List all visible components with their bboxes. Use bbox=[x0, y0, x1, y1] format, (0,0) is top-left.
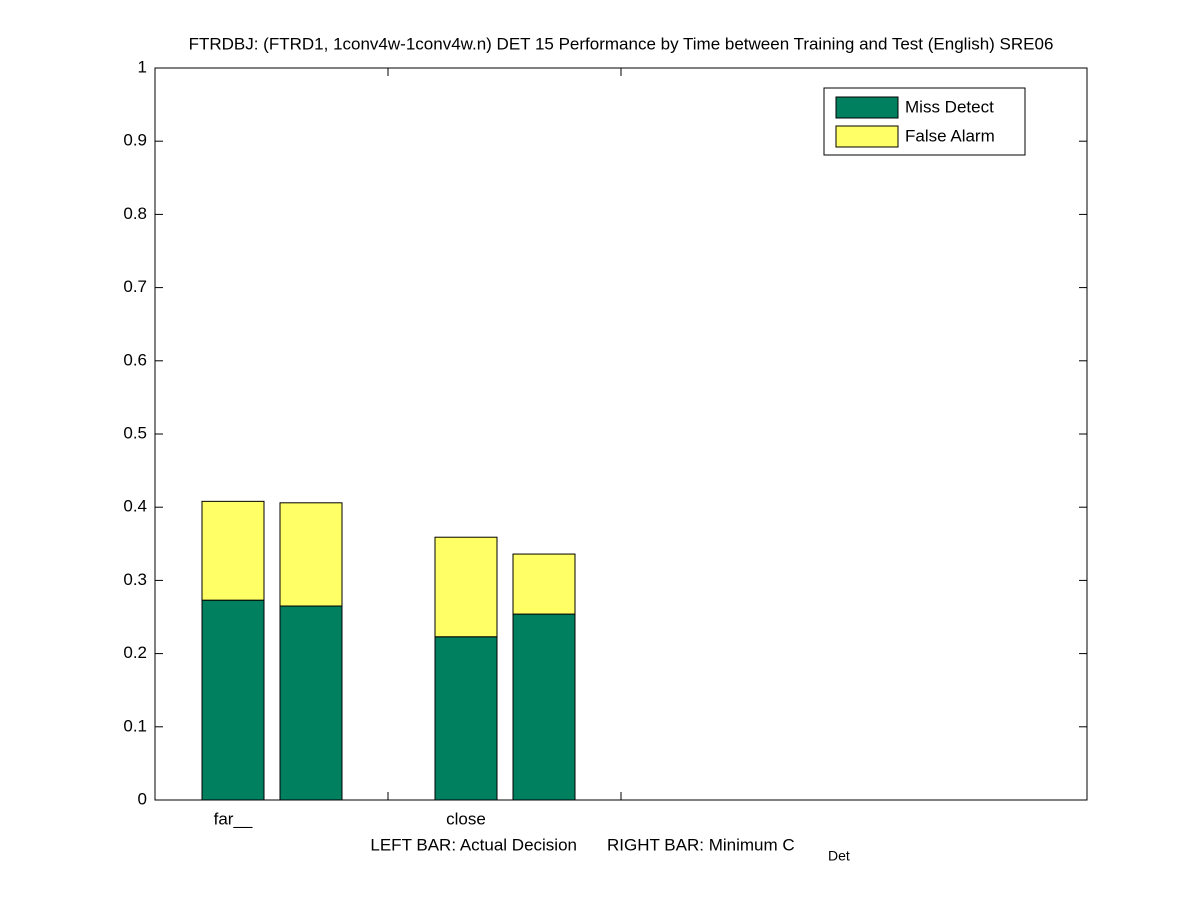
bar-segment bbox=[512, 613, 576, 801]
y-tick-label: 0.8 bbox=[123, 204, 147, 223]
legend-label: False Alarm bbox=[905, 126, 995, 145]
y-tick-label: 0.2 bbox=[123, 643, 147, 662]
y-tick-label: 0.4 bbox=[123, 497, 147, 516]
x-tick-label: far__ bbox=[214, 809, 253, 828]
bar-segment bbox=[279, 605, 343, 801]
x-label-subscript: Det bbox=[828, 848, 850, 864]
legend-swatch bbox=[835, 96, 899, 119]
bar-segment bbox=[434, 636, 498, 801]
plot-frame bbox=[154, 67, 1088, 801]
y-tick-label: 0.3 bbox=[123, 570, 147, 589]
x-label-left: LEFT BAR: Actual Decision bbox=[370, 835, 577, 854]
bar-segment bbox=[201, 500, 265, 601]
legend-swatch bbox=[835, 125, 899, 148]
bar-segment bbox=[279, 502, 343, 607]
bar-segment bbox=[434, 536, 498, 638]
x-tick-label: close bbox=[446, 809, 486, 828]
y-tick-label: 0 bbox=[138, 789, 147, 808]
y-tick-label: 1 bbox=[138, 57, 147, 76]
y-tick-label: 0.6 bbox=[123, 350, 147, 369]
y-tick-label: 0.5 bbox=[123, 423, 147, 442]
legend-label: Miss Detect bbox=[905, 97, 994, 116]
x-label-right: RIGHT BAR: Minimum C bbox=[607, 835, 795, 854]
y-tick-label: 0.1 bbox=[123, 716, 147, 735]
chart-title: FTRDBJ: (FTRD1, 1conv4w-1conv4w.n) DET 1… bbox=[189, 34, 1054, 53]
bar-segment bbox=[201, 599, 265, 801]
bar-segment bbox=[512, 553, 576, 615]
y-tick-label: 0.9 bbox=[123, 131, 147, 150]
y-tick-label: 0.7 bbox=[123, 277, 147, 296]
